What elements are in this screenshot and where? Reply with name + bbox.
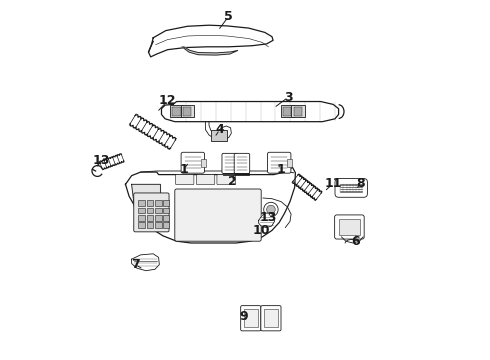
- Polygon shape: [162, 102, 339, 122]
- FancyBboxPatch shape: [180, 105, 194, 117]
- FancyBboxPatch shape: [241, 306, 261, 331]
- FancyBboxPatch shape: [172, 107, 180, 116]
- FancyBboxPatch shape: [281, 105, 294, 117]
- FancyBboxPatch shape: [139, 200, 145, 206]
- Text: 12: 12: [159, 94, 176, 107]
- FancyBboxPatch shape: [175, 175, 194, 185]
- FancyBboxPatch shape: [294, 107, 302, 116]
- FancyBboxPatch shape: [211, 130, 227, 141]
- FancyBboxPatch shape: [163, 222, 169, 228]
- Circle shape: [267, 205, 275, 214]
- FancyBboxPatch shape: [339, 219, 360, 235]
- FancyBboxPatch shape: [181, 152, 204, 173]
- FancyBboxPatch shape: [139, 215, 145, 221]
- Text: 9: 9: [239, 310, 247, 323]
- Polygon shape: [148, 25, 273, 57]
- Polygon shape: [132, 254, 159, 271]
- FancyBboxPatch shape: [170, 105, 183, 117]
- FancyBboxPatch shape: [163, 208, 169, 213]
- Text: 11: 11: [324, 177, 342, 190]
- Polygon shape: [182, 47, 238, 55]
- FancyBboxPatch shape: [283, 107, 292, 116]
- FancyBboxPatch shape: [175, 189, 261, 241]
- FancyBboxPatch shape: [261, 306, 281, 331]
- Text: 13: 13: [92, 154, 110, 167]
- Text: 8: 8: [356, 177, 365, 190]
- FancyBboxPatch shape: [147, 200, 153, 206]
- Polygon shape: [259, 213, 274, 228]
- FancyBboxPatch shape: [134, 193, 169, 232]
- FancyBboxPatch shape: [244, 309, 258, 327]
- FancyBboxPatch shape: [200, 159, 206, 167]
- FancyBboxPatch shape: [287, 159, 292, 167]
- FancyBboxPatch shape: [155, 208, 162, 213]
- Text: 13: 13: [260, 211, 277, 224]
- FancyBboxPatch shape: [217, 175, 235, 185]
- FancyBboxPatch shape: [264, 309, 278, 327]
- FancyBboxPatch shape: [196, 175, 215, 185]
- FancyBboxPatch shape: [155, 222, 162, 228]
- Text: 1: 1: [277, 163, 285, 176]
- FancyBboxPatch shape: [183, 107, 192, 116]
- FancyBboxPatch shape: [155, 215, 162, 221]
- FancyBboxPatch shape: [292, 105, 305, 117]
- Text: 1: 1: [179, 163, 188, 176]
- FancyBboxPatch shape: [147, 222, 153, 228]
- Text: 7: 7: [131, 258, 140, 271]
- FancyBboxPatch shape: [335, 179, 368, 197]
- Polygon shape: [205, 122, 231, 140]
- FancyBboxPatch shape: [139, 208, 145, 213]
- Text: 10: 10: [252, 224, 270, 237]
- FancyBboxPatch shape: [155, 200, 162, 206]
- FancyBboxPatch shape: [163, 200, 169, 206]
- Circle shape: [264, 202, 278, 217]
- FancyBboxPatch shape: [222, 153, 238, 174]
- FancyBboxPatch shape: [147, 208, 153, 213]
- FancyBboxPatch shape: [139, 222, 145, 228]
- Text: 2: 2: [228, 175, 237, 188]
- Text: 6: 6: [351, 235, 360, 248]
- FancyBboxPatch shape: [268, 152, 291, 173]
- Text: 5: 5: [224, 10, 233, 23]
- FancyBboxPatch shape: [335, 215, 364, 239]
- FancyBboxPatch shape: [163, 215, 169, 221]
- Polygon shape: [125, 167, 295, 243]
- FancyBboxPatch shape: [147, 215, 153, 221]
- FancyBboxPatch shape: [234, 153, 250, 174]
- Polygon shape: [132, 184, 162, 229]
- Text: 4: 4: [216, 123, 224, 136]
- Text: 3: 3: [284, 91, 293, 104]
